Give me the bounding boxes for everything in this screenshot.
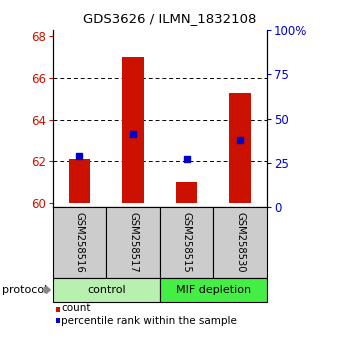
Text: control: control [87, 285, 125, 295]
Text: count: count [61, 303, 91, 313]
Bar [69, 159, 90, 203]
Text: GSM258516: GSM258516 [74, 212, 84, 273]
Text: GSM258530: GSM258530 [235, 212, 245, 273]
Bar [230, 92, 251, 203]
Text: MIF depletion: MIF depletion [176, 285, 251, 295]
Text: percentile rank within the sample: percentile rank within the sample [61, 316, 237, 326]
Text: protocol: protocol [2, 285, 47, 295]
Bar [122, 57, 144, 203]
Text: GSM258515: GSM258515 [182, 212, 191, 273]
Text: GSM258517: GSM258517 [128, 212, 138, 273]
Bar [176, 182, 197, 203]
Text: GDS3626 / ILMN_1832108: GDS3626 / ILMN_1832108 [83, 12, 257, 25]
